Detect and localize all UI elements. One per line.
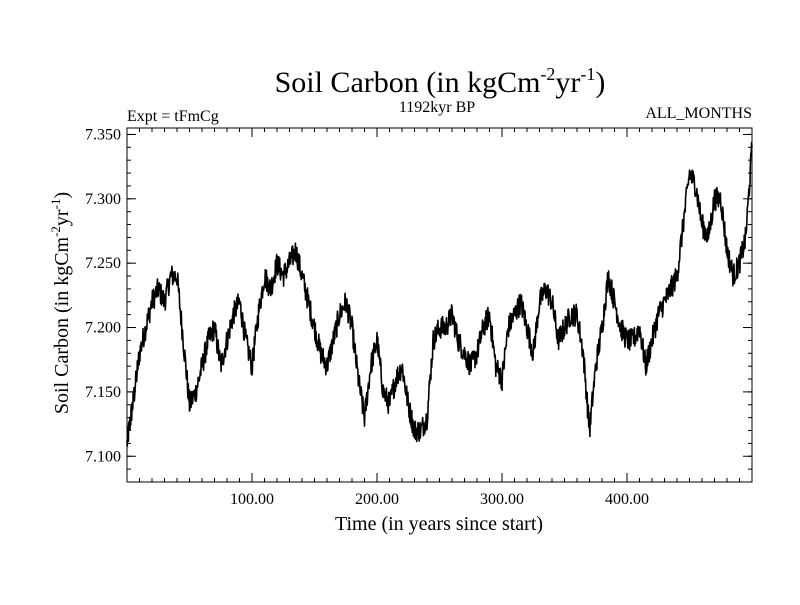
y-axis-label: Soil Carbon (in kgCm-2yr-1) (48, 192, 73, 414)
x-tick-label: 400.00 (605, 491, 649, 508)
subtitle-experiment: Expt = tFmCg (127, 108, 219, 125)
x-tick-label: 200.00 (355, 491, 399, 508)
x-axis-label: Time (in years since start) (335, 513, 543, 535)
x-axis: 100.00 200.00 300.00 400.00 (126, 128, 753, 508)
y-axis: 7.100 7.150 7.200 7.250 7.300 7.350 (85, 126, 752, 483)
y-tick-label: 7.300 (85, 191, 121, 208)
y-tick-label: 7.350 (85, 126, 121, 143)
y-tick-label: 7.200 (85, 320, 121, 337)
plot-frame (126, 127, 753, 483)
x-tick-label: 300.00 (480, 491, 524, 508)
x-tick-label: 100.00 (230, 491, 274, 508)
chart-title: Soil Carbon (in kgCm-2yr-1) (275, 64, 606, 99)
subtitle-months: ALL_MONTHS (645, 105, 752, 122)
y-tick-label: 7.250 (85, 255, 121, 272)
y-tick-label: 7.150 (85, 384, 121, 401)
y-tick-label: 7.100 (85, 448, 121, 465)
series-layer (126, 141, 753, 448)
subtitle-epoch: 1192kyr BP (399, 99, 475, 116)
series-line (126, 141, 753, 448)
